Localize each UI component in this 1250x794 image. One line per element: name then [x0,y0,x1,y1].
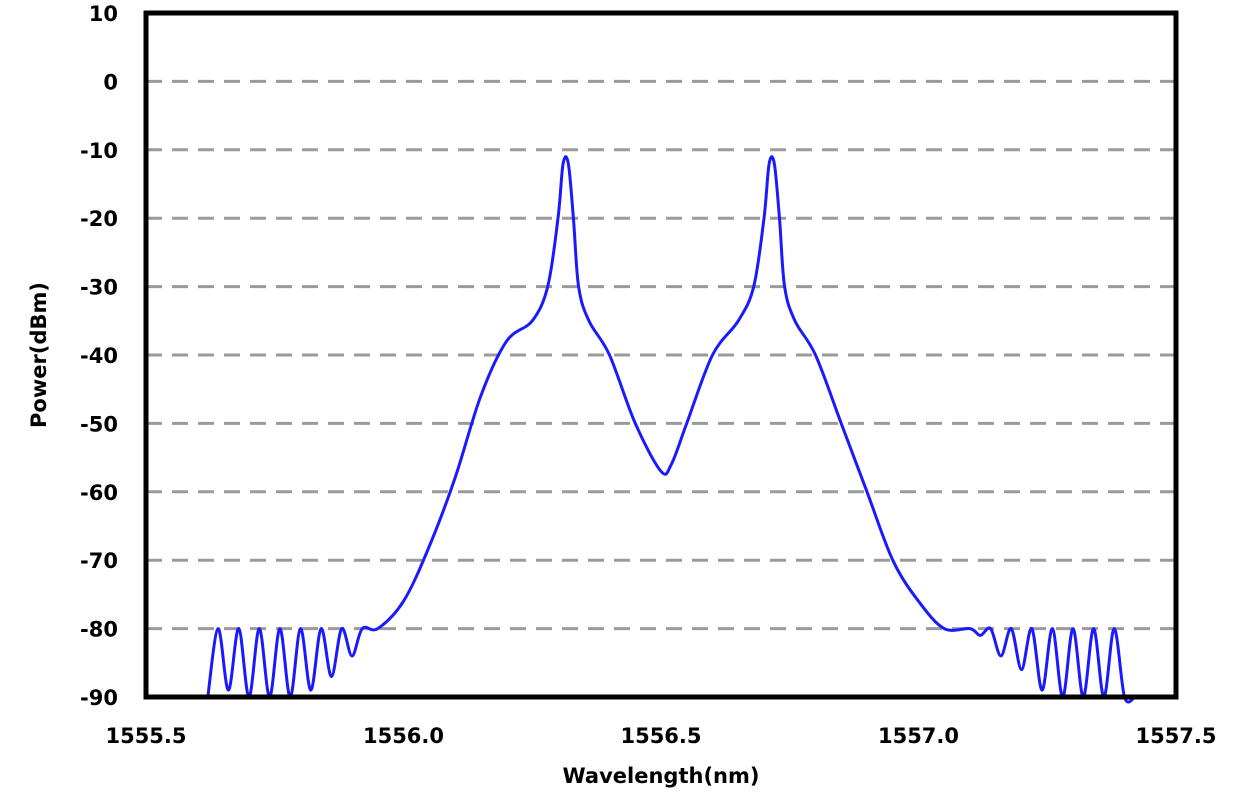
spectrum-series-line [206,155,1136,704]
y-tick-label: -40 [80,344,118,368]
y-tick-label: -80 [80,618,118,642]
x-axis-label: Wavelength(nm) [563,764,760,788]
x-tick-label: 1557.5 [1135,724,1216,748]
x-tick-labels: 1555.5 1556.0 1556.5 1557.0 1557.5 [105,724,1216,748]
plot-frame [143,10,1179,700]
grid-lines [146,79,1176,631]
y-tick-labels: 10 0 -10 -20 -30 -40 -50 -60 -70 -80 -90 [80,2,118,710]
y-tick-label: -30 [80,276,118,300]
y-tick-label: -60 [80,481,118,505]
series-line-layer [206,155,1136,704]
y-tick-label: -50 [80,412,118,436]
y-tick-label: -70 [80,549,118,573]
y-tick-label: -90 [80,686,118,710]
y-axis-label: Power(dBm) [27,282,51,428]
y-tick-label: 10 [89,2,118,26]
x-tick-label: 1556.0 [363,724,444,748]
y-tick-label: -10 [80,139,118,163]
x-tick-label: 1556.5 [620,724,701,748]
y-tick-label: -20 [80,207,118,231]
x-tick-label: 1557.0 [878,724,959,748]
x-tick-label: 1555.5 [105,724,186,748]
y-tick-label: 0 [103,70,118,94]
